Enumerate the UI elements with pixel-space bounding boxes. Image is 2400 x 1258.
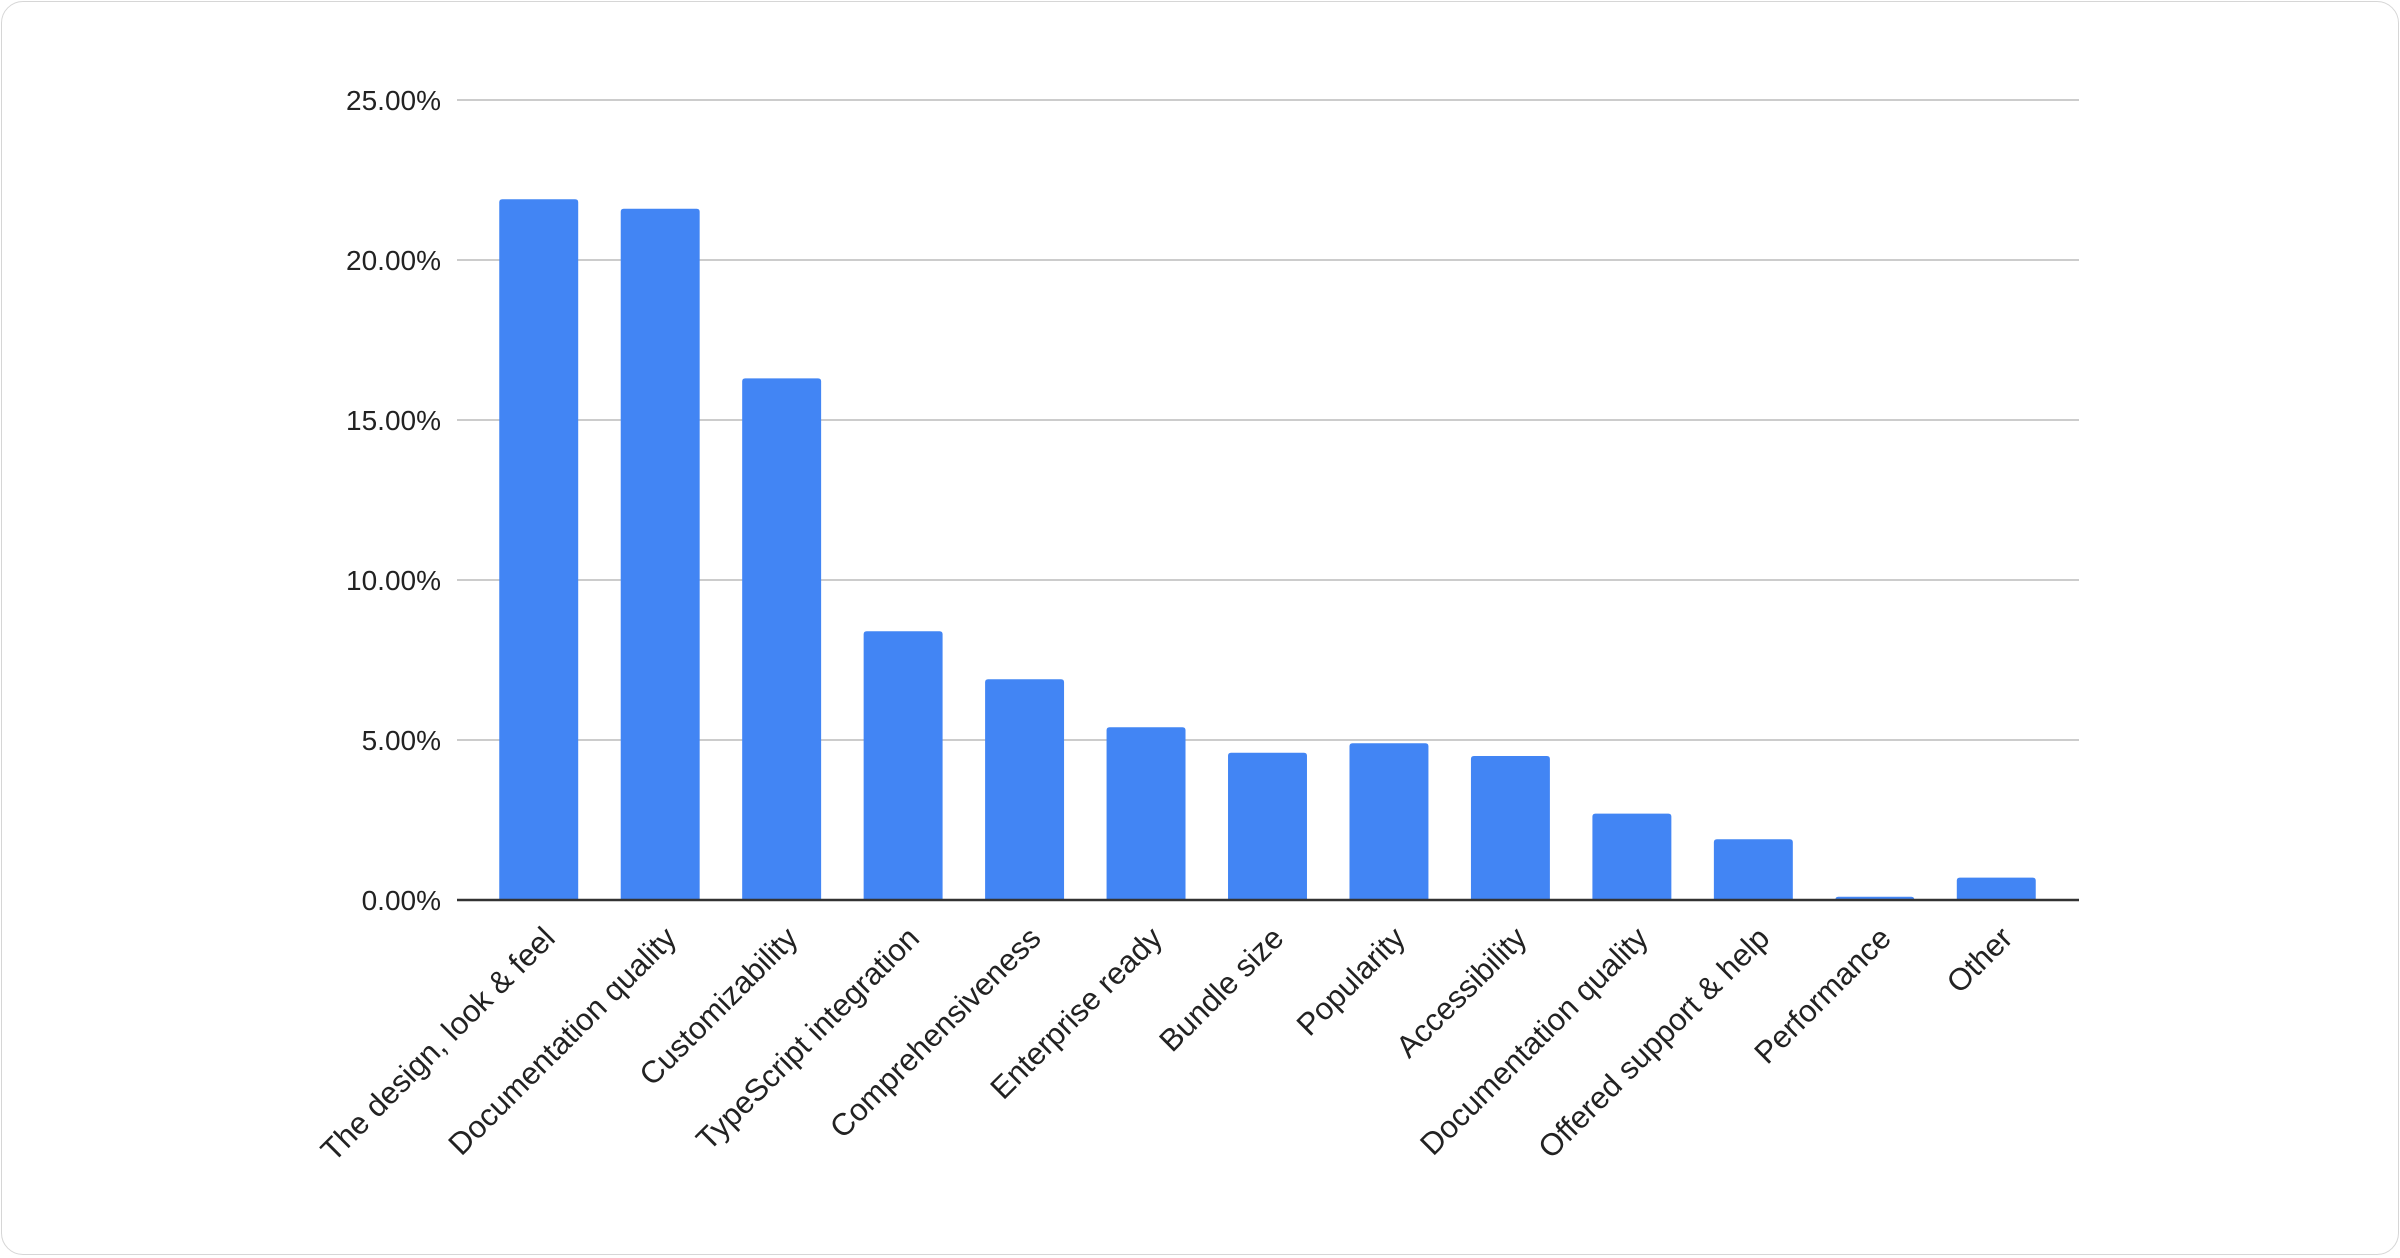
x-category-label: Comprehensiveness xyxy=(823,920,1048,1145)
x-category-label: Documentation quality xyxy=(441,920,683,1162)
x-category-label: TypeScript integration xyxy=(689,920,926,1157)
bar xyxy=(620,208,700,901)
y-tick-label: 15.00% xyxy=(346,405,441,436)
bar xyxy=(1470,756,1550,900)
bar xyxy=(499,199,579,900)
y-tick-label: 5.00% xyxy=(362,725,441,756)
bar xyxy=(1349,743,1429,900)
x-category-label: Documentation quality xyxy=(1413,920,1655,1162)
x-category-label: Popularity xyxy=(1290,920,1413,1043)
bar xyxy=(1592,813,1672,900)
y-tick-label: 20.00% xyxy=(346,245,441,276)
x-category-label: Bundle size xyxy=(1152,920,1290,1058)
bar xyxy=(1956,877,2036,900)
bar xyxy=(742,378,822,900)
bar xyxy=(985,679,1065,900)
y-tick-label: 25.00% xyxy=(346,85,441,116)
bar xyxy=(1713,839,1793,900)
bar xyxy=(863,631,943,900)
x-category-label: Other xyxy=(1940,920,2020,1000)
bar xyxy=(1228,752,1307,900)
x-category-label: The design, look & feel xyxy=(314,920,562,1168)
bar xyxy=(1106,727,1186,900)
x-category-label: Offered support & help xyxy=(1531,920,1776,1165)
y-tick-label: 0.00% xyxy=(362,885,441,916)
y-tick-label: 10.00% xyxy=(346,565,441,596)
